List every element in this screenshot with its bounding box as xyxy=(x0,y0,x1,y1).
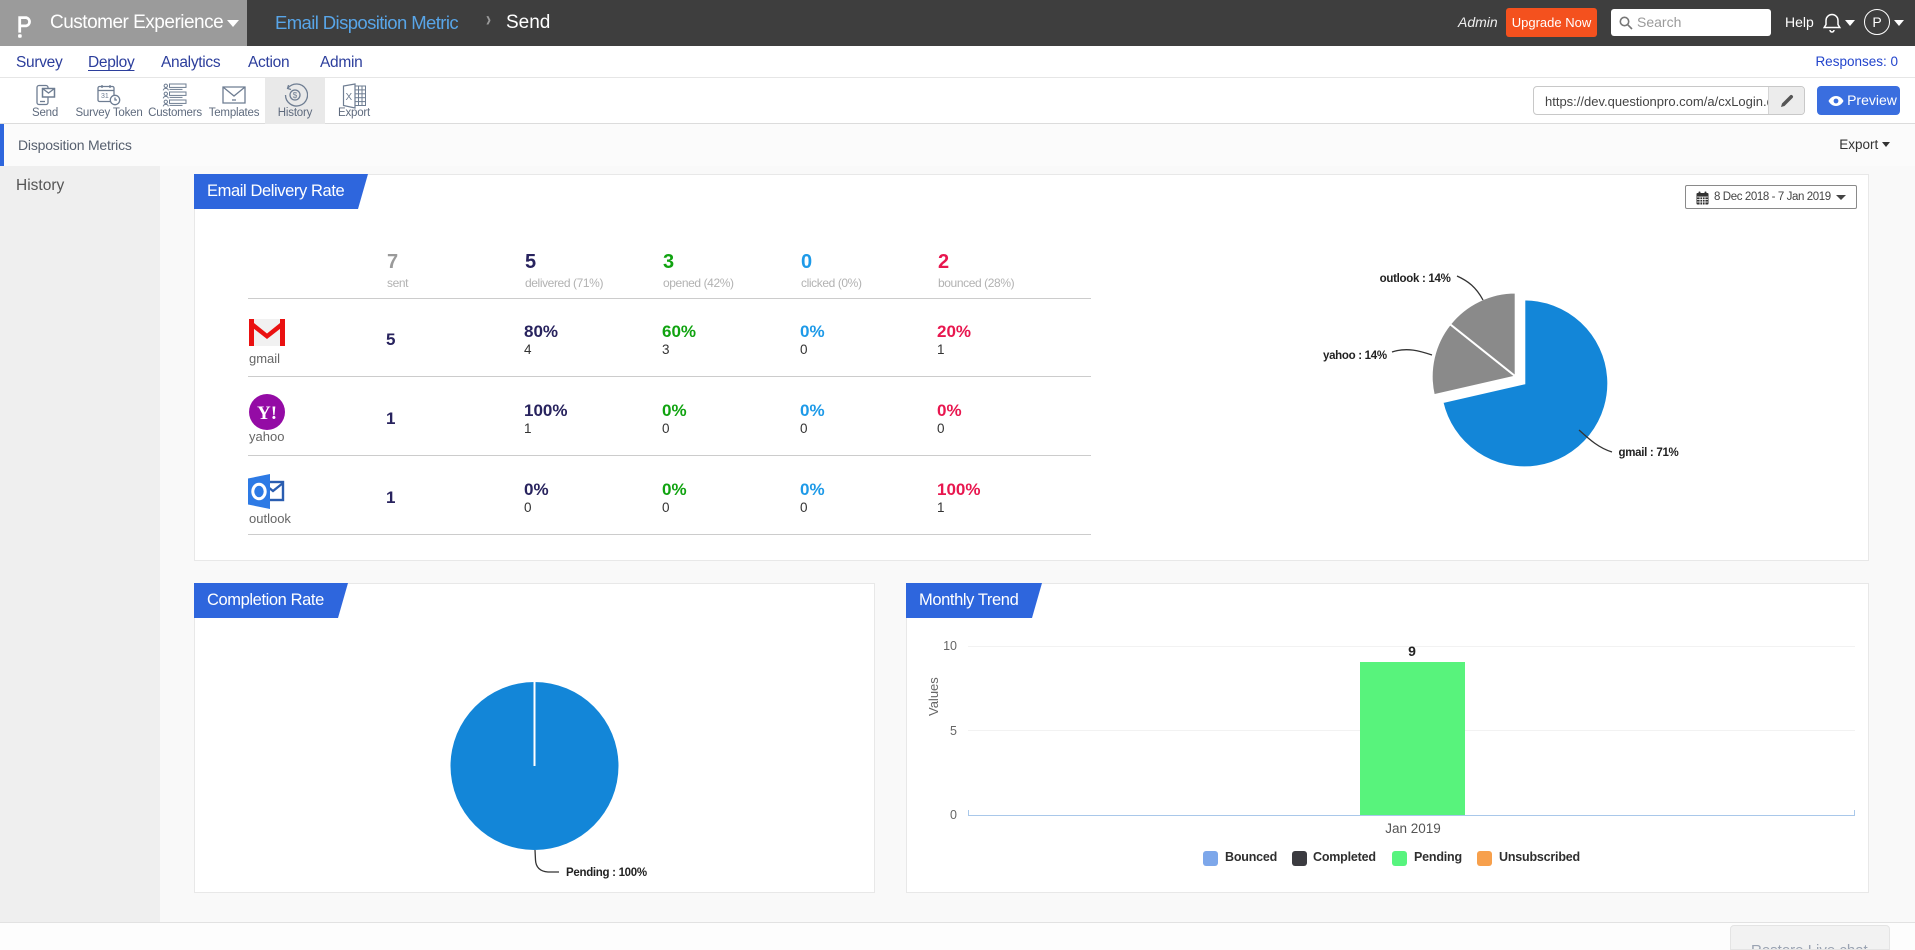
svg-text:outlook : 14%: outlook : 14% xyxy=(1380,273,1451,285)
svg-text:Pending : 100%: Pending : 100% xyxy=(566,867,647,879)
svg-text:X: X xyxy=(346,92,353,103)
svg-text:Y!: Y! xyxy=(257,403,277,424)
svg-text:yahoo : 14%: yahoo : 14% xyxy=(1323,350,1387,362)
svg-text:31: 31 xyxy=(101,93,109,100)
svg-text:$: $ xyxy=(293,91,298,100)
svg-text:gmail : 71%: gmail : 71% xyxy=(1619,447,1679,459)
